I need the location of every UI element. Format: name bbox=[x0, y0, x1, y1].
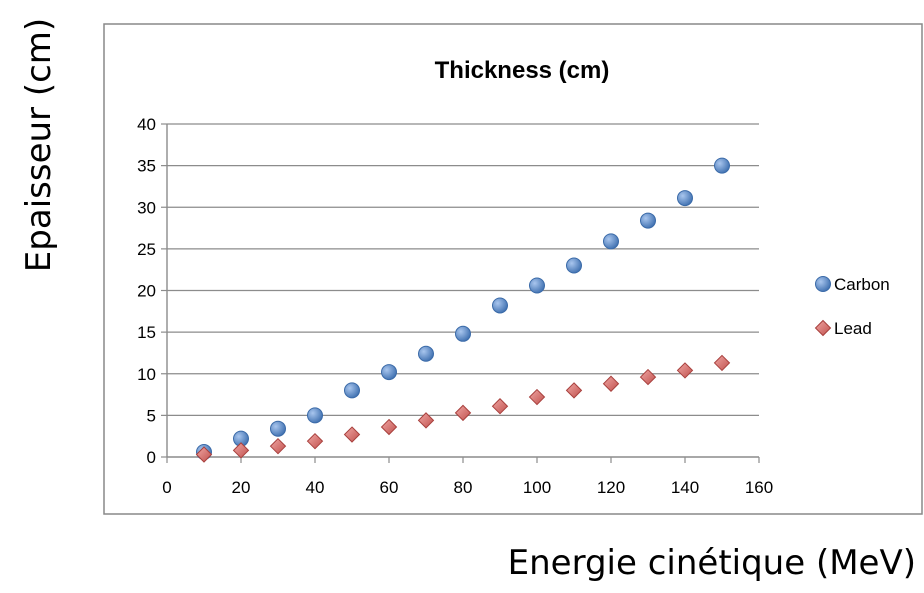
chart-title: Thickness (cm) bbox=[435, 57, 610, 84]
lead-point-9 bbox=[528, 388, 546, 406]
carbon-point-13 bbox=[677, 190, 693, 207]
lead-point-8 bbox=[491, 398, 509, 415]
carbon-point-8 bbox=[492, 297, 508, 314]
lead-point-7 bbox=[454, 404, 472, 422]
x-tick-label-6: 120 bbox=[597, 478, 625, 497]
y-tick-label-3: 15 bbox=[137, 323, 156, 342]
y-tick-label-0: 0 bbox=[147, 448, 156, 467]
carbon-point-4 bbox=[344, 382, 360, 399]
carbon-point-6 bbox=[418, 345, 434, 362]
x-tick-label-0: 0 bbox=[162, 478, 171, 497]
carbon-point-2 bbox=[270, 420, 286, 437]
lead-point-11 bbox=[602, 375, 620, 392]
legend-label-carbon: Carbon bbox=[834, 275, 890, 294]
lead-point-10 bbox=[565, 382, 583, 399]
legend-label-lead: Lead bbox=[834, 319, 872, 338]
x-tick-label-2: 40 bbox=[306, 478, 325, 497]
carbon-point-11 bbox=[603, 233, 619, 250]
y-tick-label-4: 20 bbox=[137, 282, 156, 301]
chart-frame bbox=[103, 23, 923, 515]
y-tick-label-1: 5 bbox=[147, 406, 156, 425]
x-tick-label-3: 60 bbox=[380, 478, 399, 497]
lead-point-4 bbox=[343, 426, 361, 443]
legend-marker-lead bbox=[814, 319, 832, 337]
y-tick-label-7: 35 bbox=[137, 157, 156, 176]
y-tick-label-6: 30 bbox=[137, 198, 156, 217]
data-points bbox=[195, 157, 731, 463]
x-tick-label-4: 80 bbox=[454, 478, 473, 497]
lead-point-6 bbox=[417, 412, 435, 429]
lead-point-3 bbox=[306, 432, 324, 450]
legend-marker-carbon bbox=[815, 276, 831, 292]
y-tick-label-5: 25 bbox=[137, 240, 156, 259]
lead-point-12 bbox=[639, 368, 657, 386]
x-axis-label: Energie cinétique (MeV) bbox=[508, 543, 916, 583]
carbon-point-10 bbox=[566, 257, 582, 274]
x-tick-label-5: 100 bbox=[523, 478, 551, 497]
y-tick-label-8: 40 bbox=[137, 115, 156, 134]
lead-point-14 bbox=[713, 354, 731, 372]
legend-item-lead: Lead bbox=[814, 319, 872, 338]
x-tick-label-7: 140 bbox=[671, 478, 699, 497]
axes bbox=[161, 123, 760, 463]
carbon-point-3 bbox=[307, 407, 323, 424]
tick-labels: 0 5 10 15 20 25 30 35 40 0 20 40 60 80 100 120 140 160 bbox=[137, 115, 773, 497]
legend: Carbon Lead bbox=[814, 275, 890, 338]
carbon-point-9 bbox=[529, 277, 545, 294]
y-tick-label-2: 10 bbox=[137, 365, 156, 384]
lead-point-13 bbox=[676, 362, 694, 379]
carbon-point-7 bbox=[455, 325, 471, 342]
x-tick-label-8: 160 bbox=[745, 478, 773, 497]
lead-point-2 bbox=[269, 437, 287, 455]
lead-point-0 bbox=[195, 446, 213, 463]
lead-point-1 bbox=[232, 442, 250, 459]
carbon-point-14 bbox=[714, 157, 730, 174]
x-tick-label-1: 20 bbox=[232, 478, 251, 497]
y-axis-label: Epaisseur (cm) bbox=[19, 18, 59, 272]
legend-item-carbon: Carbon bbox=[815, 275, 890, 294]
carbon-point-12 bbox=[640, 212, 656, 229]
lead-point-5 bbox=[380, 418, 398, 436]
carbon-point-5 bbox=[381, 364, 397, 381]
